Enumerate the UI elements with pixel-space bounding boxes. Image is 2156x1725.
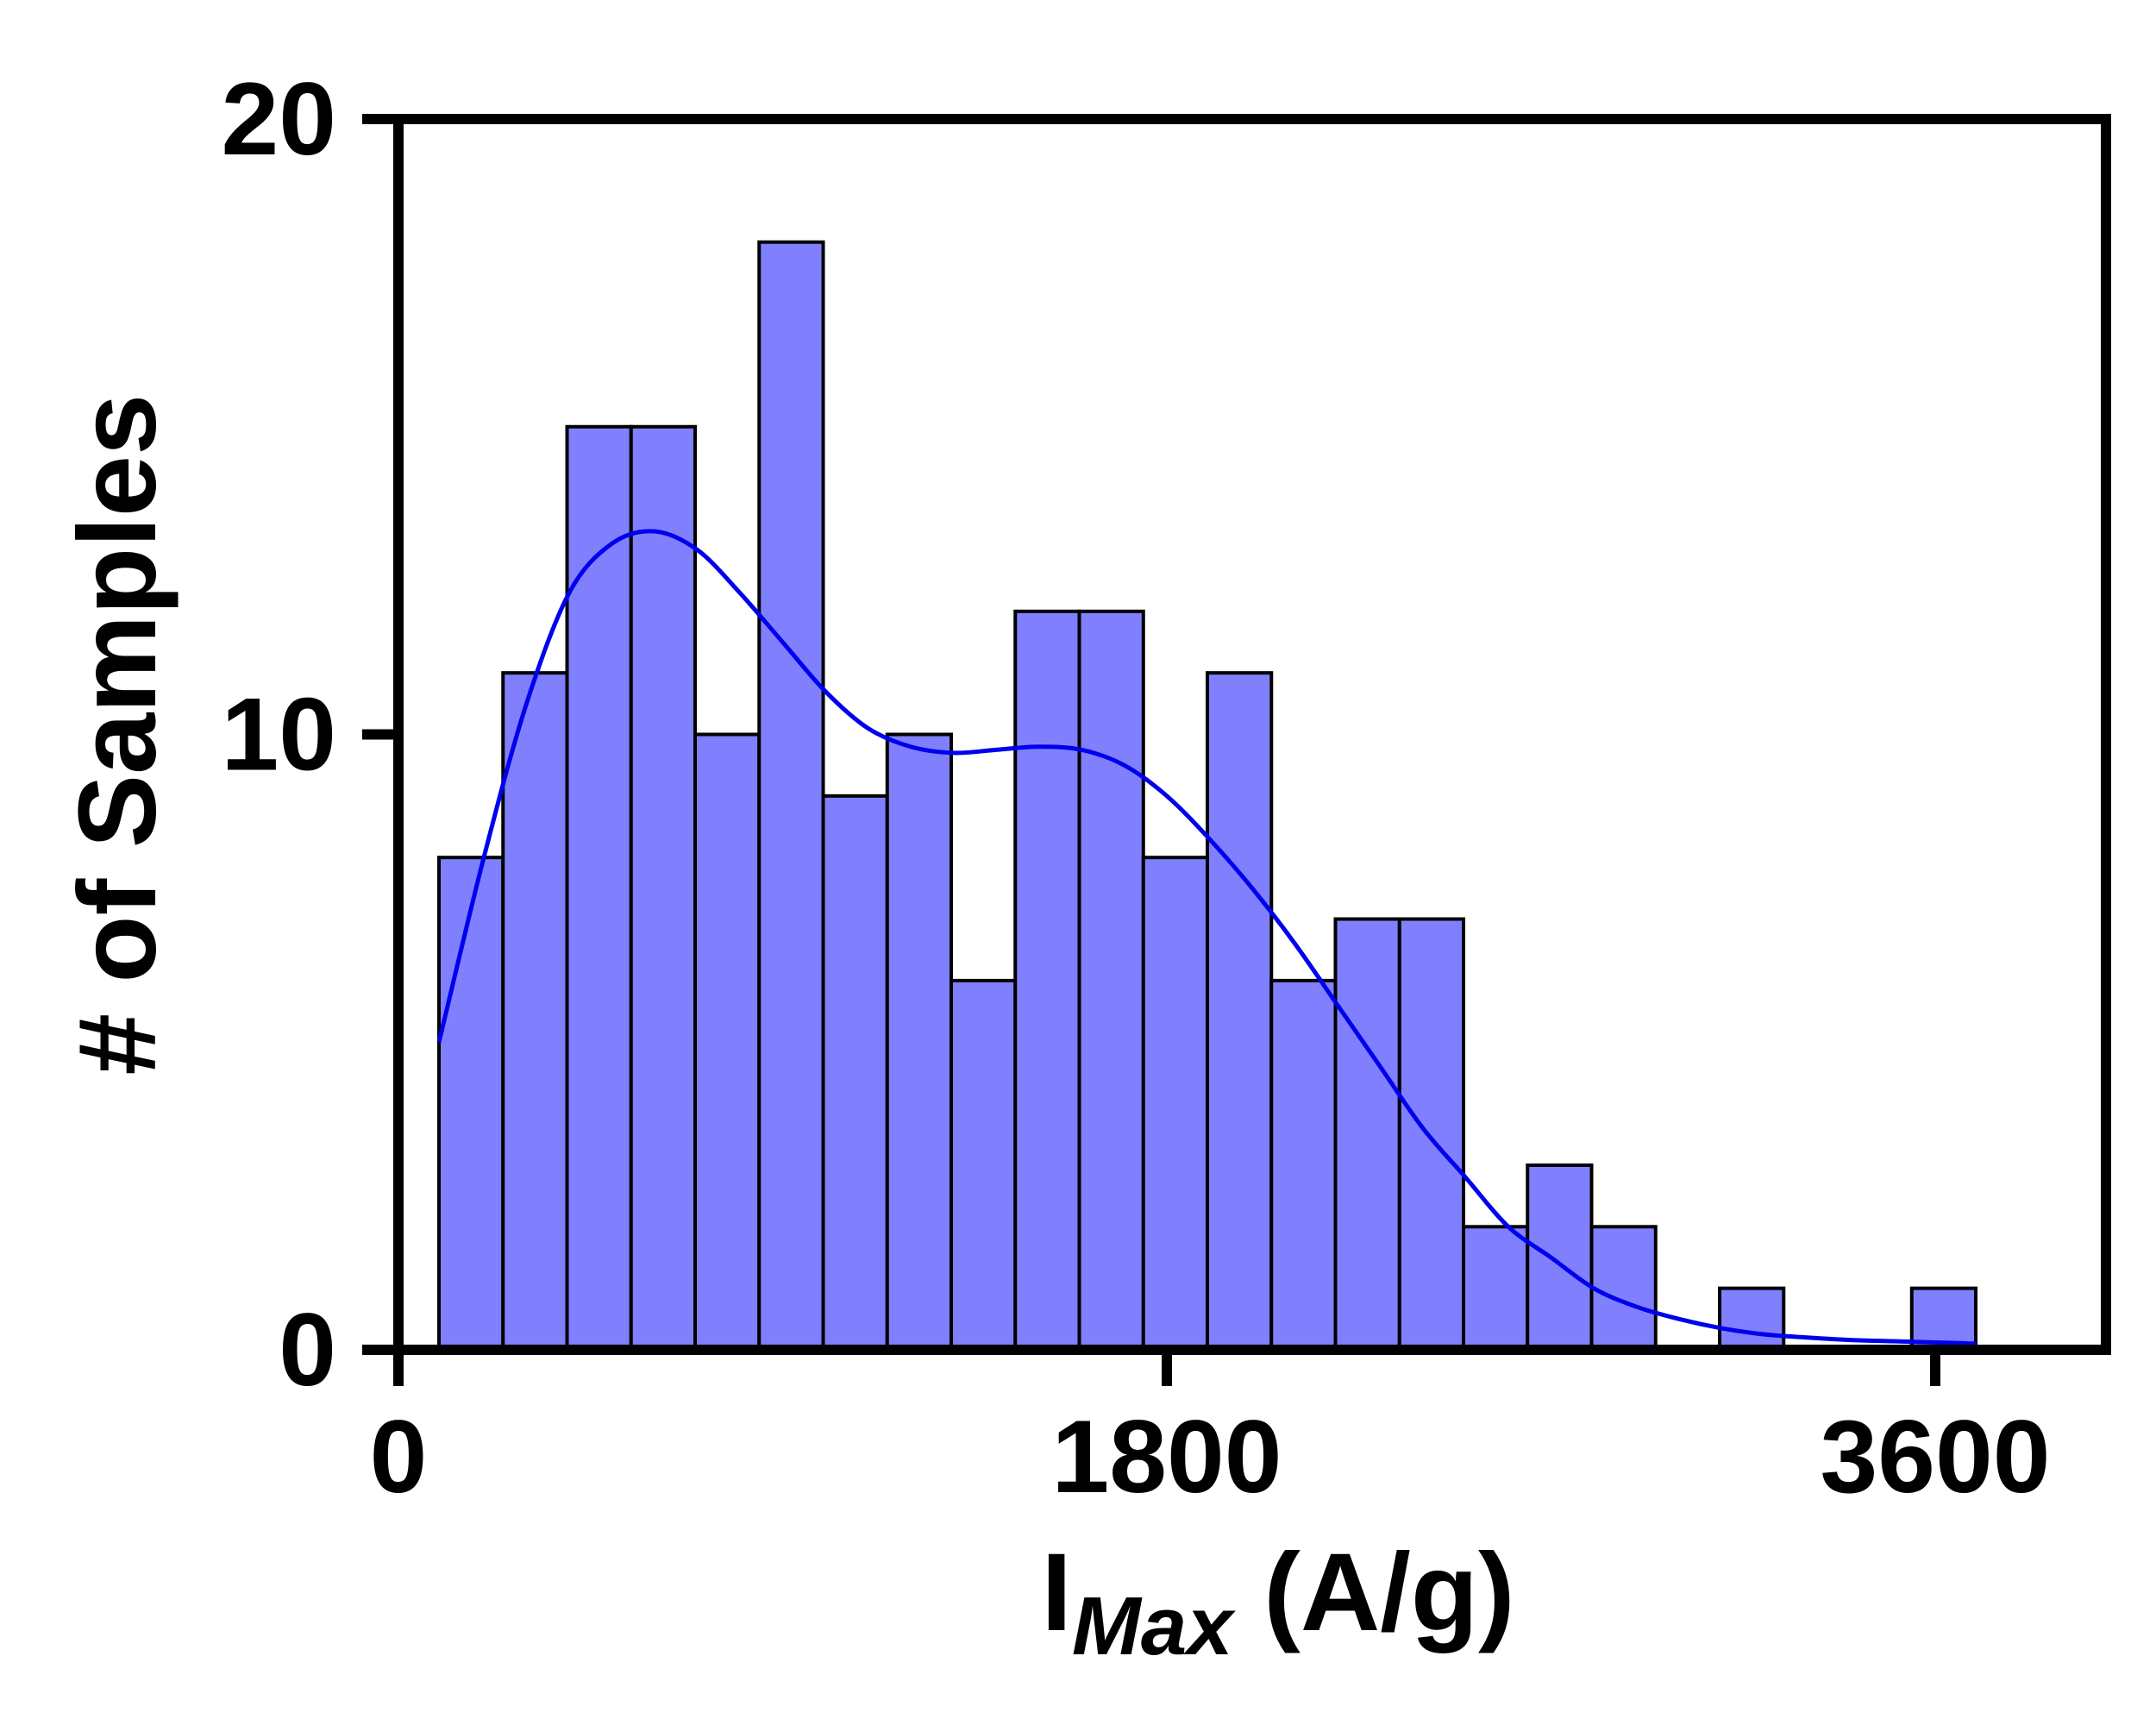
histogram-bar bbox=[629, 424, 698, 1352]
x-tick-label: 0 bbox=[370, 1399, 428, 1515]
x-axis-ticks: 0 1800 3600 bbox=[370, 1350, 2051, 1515]
x-axis-title-subscript: Max bbox=[1072, 1580, 1236, 1672]
y-tick-label: 10 bbox=[222, 677, 336, 793]
x-axis-title-main: I bbox=[1041, 1531, 1072, 1654]
histogram-bar bbox=[1526, 1163, 1594, 1352]
histogram-bar bbox=[437, 856, 505, 1352]
y-tick-label: 20 bbox=[222, 61, 336, 177]
histogram-bar bbox=[1589, 1225, 1658, 1352]
y-axis-ticks: 0 10 20 bbox=[222, 61, 398, 1408]
histogram-bar bbox=[1462, 1225, 1530, 1352]
y-axis-title: # of Samples bbox=[56, 394, 179, 1076]
histogram-bar bbox=[1077, 609, 1145, 1352]
y-tick-label: 0 bbox=[279, 1292, 336, 1408]
x-axis-title: IMax (A/g) bbox=[1041, 1531, 1514, 1672]
x-tick-label: 3600 bbox=[1821, 1399, 2051, 1515]
histogram-bar bbox=[1397, 917, 1466, 1352]
histogram-bar bbox=[950, 978, 1018, 1352]
histogram-bars bbox=[437, 240, 1978, 1352]
x-tick-label: 1800 bbox=[1052, 1399, 1282, 1515]
histogram-bar bbox=[1333, 917, 1401, 1352]
x-axis-title-unit: (A/g) bbox=[1233, 1531, 1515, 1654]
histogram-bar bbox=[565, 424, 633, 1352]
histogram-bar bbox=[693, 732, 761, 1352]
histogram-bar bbox=[1269, 978, 1338, 1352]
histogram-bar bbox=[1013, 609, 1081, 1352]
histogram-bar bbox=[821, 794, 889, 1352]
histogram-bar bbox=[501, 671, 569, 1352]
kde-curve bbox=[436, 529, 1977, 1346]
histogram-bar bbox=[1206, 671, 1274, 1352]
histogram-bar bbox=[885, 732, 954, 1352]
histogram-bar bbox=[1718, 1286, 1786, 1352]
histogram-bar bbox=[757, 240, 825, 1352]
histogram-bar bbox=[1141, 856, 1210, 1352]
